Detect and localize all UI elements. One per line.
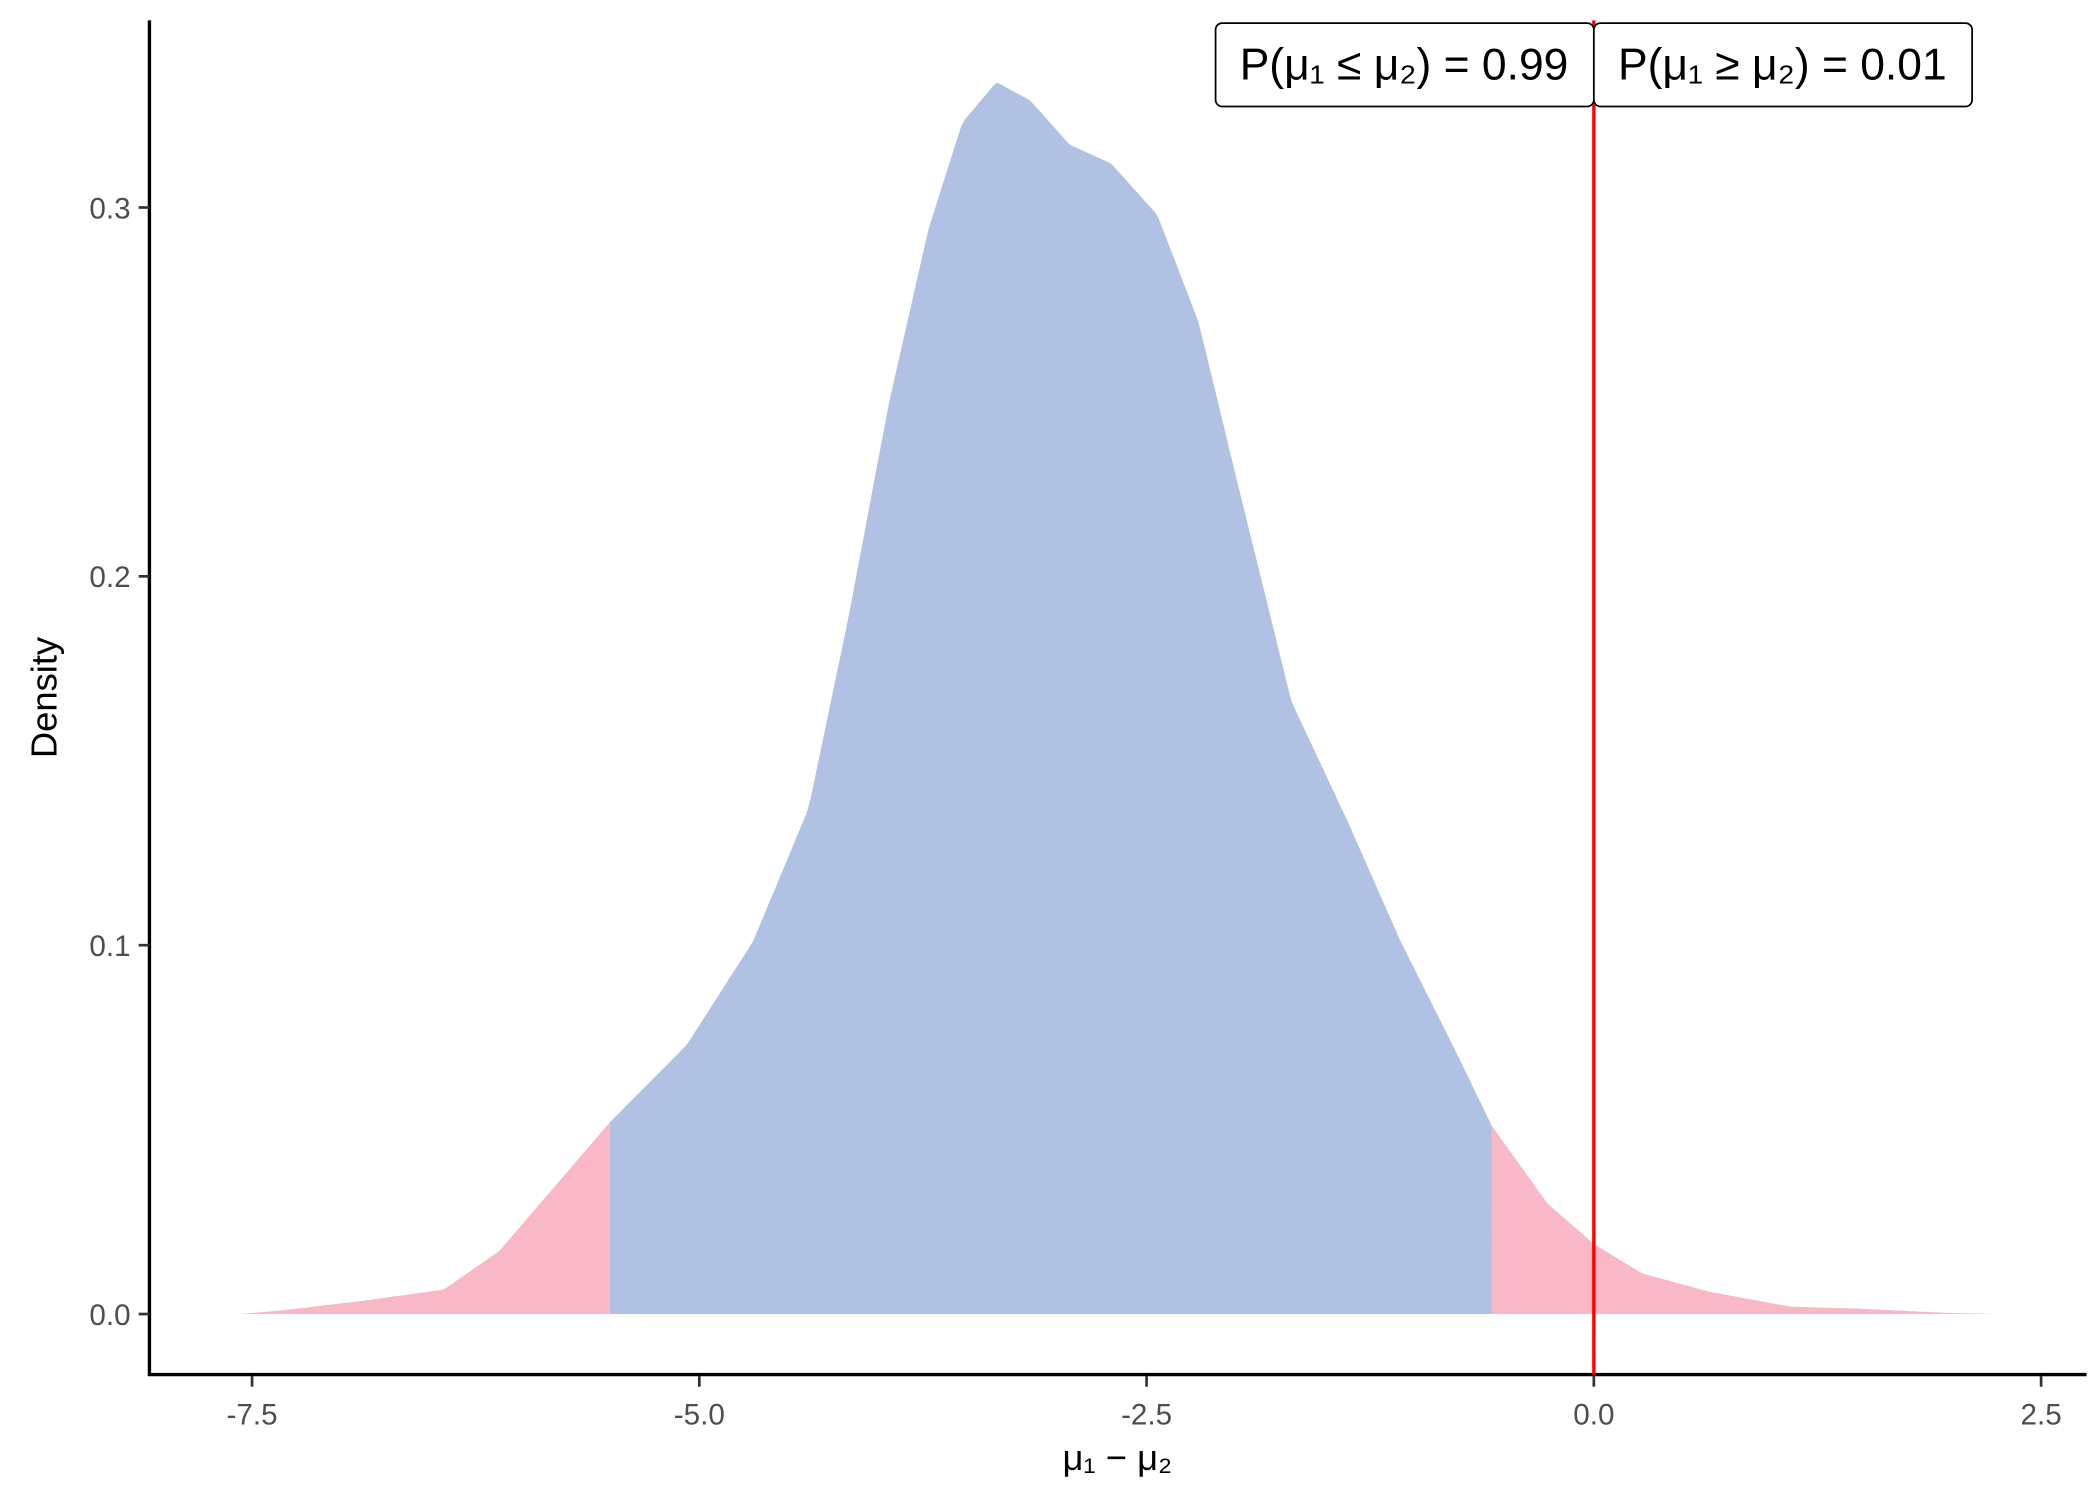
right-tail-area (1491, 1125, 1999, 1315)
annotation-left: P(μ₁ ≤ μ₂) = 0.99 (1214, 22, 1595, 108)
x-ticks: -7.5 -5.0 -2.5 0.0 2.5 (227, 1375, 2062, 1431)
y-tick-label: 0.2 (89, 561, 130, 594)
interval-area (609, 82, 1492, 1315)
annotation-right-text: P(μ₁ ≥ μ₂) = 0.01 (1618, 41, 1947, 90)
annotation-left-text: P(μ₁ ≤ μ₂) = 0.99 (1240, 41, 1569, 90)
y-tick-label: 0.3 (89, 192, 130, 225)
x-tick-label: -2.5 (1121, 1398, 1172, 1431)
x-tick-label: 0.0 (1573, 1398, 1614, 1431)
density-areas (239, 82, 1999, 1315)
x-tick-label: -5.0 (674, 1398, 725, 1431)
left-tail-area (239, 1122, 610, 1315)
x-tick-label: -7.5 (227, 1398, 278, 1431)
annotation-right-box (1592, 22, 1973, 108)
y-tick-label: 0.1 (89, 930, 130, 963)
y-axis-title: Density (24, 636, 65, 758)
annotation-right: P(μ₁ ≥ μ₂) = 0.01 (1592, 22, 1973, 108)
y-ticks: 0.0 0.1 0.2 0.3 (89, 192, 150, 1332)
x-axis-title: μ₁ − μ₂ (1062, 1437, 1172, 1478)
x-tick-label: 2.5 (2021, 1398, 2062, 1431)
y-tick-label: 0.0 (89, 1299, 130, 1332)
